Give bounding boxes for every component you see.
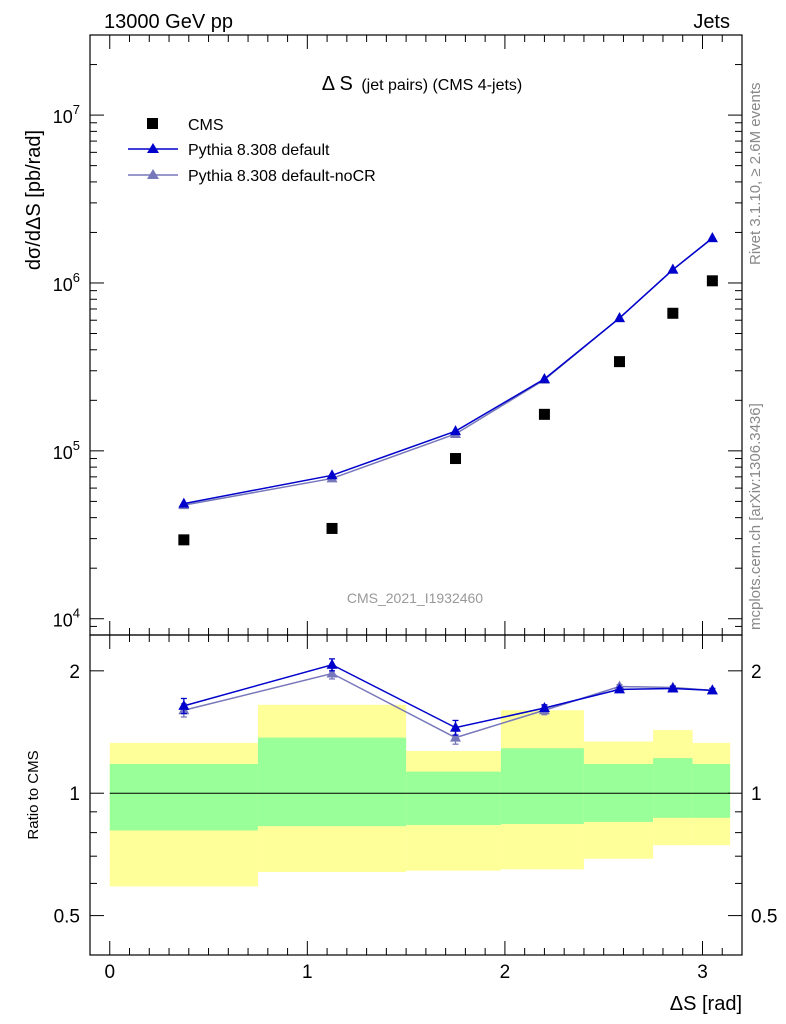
- ratio-default-point: [667, 682, 679, 693]
- main-ytick-label: 104: [53, 606, 80, 631]
- main-title-main: Δ S: [322, 73, 353, 95]
- x-tick-label: 0: [104, 962, 115, 983]
- uncertainty-band-inner: [500, 748, 584, 825]
- main-ytick-exponent: 4: [73, 606, 80, 621]
- legend: CMS Pythia 8.308 default Pythia 8.308 de…: [128, 117, 376, 185]
- ratio-default-point: [706, 684, 718, 695]
- legend-cms-label: CMS: [188, 117, 224, 134]
- main-default-point: [450, 425, 462, 436]
- cms-data-point: [614, 356, 626, 368]
- rivet-version-label: Rivet 3.1.10, ≥ 2.6M events: [747, 83, 764, 266]
- main-ytick-exponent: 5: [73, 438, 80, 453]
- main-ytick-mantissa: 10: [53, 275, 73, 295]
- main-default-point: [326, 469, 338, 480]
- ratio-default-point: [326, 658, 338, 669]
- x-tick-label: 1: [302, 962, 313, 983]
- main-plot-marks: [178, 232, 718, 546]
- header-right: Jets: [693, 11, 730, 33]
- ratio-ytick-label-left: 0.5: [54, 907, 80, 928]
- main-title: Δ S (jet pairs) (CMS 4-jets): [322, 73, 523, 95]
- main-title-sub: (jet pairs) (CMS 4-jets): [361, 77, 522, 94]
- ratio-nocr-point: [450, 731, 462, 742]
- ratio-ylabel: Ratio to CMS: [25, 750, 42, 839]
- main-default-point: [667, 263, 679, 274]
- cms-data-point: [178, 534, 190, 546]
- legend-default-marker: [147, 143, 159, 153]
- analysis-watermark: CMS_2021_I1932460: [347, 590, 483, 606]
- main-ytick-label: 107: [53, 102, 80, 127]
- main-default-point: [538, 372, 550, 383]
- main-ytick-label: 105: [53, 438, 80, 463]
- cms-data-point: [450, 453, 462, 465]
- ratio-ytick-label-right: 2: [751, 662, 762, 683]
- uncertainty-band-inner: [257, 737, 407, 827]
- cms-data-point: [538, 408, 550, 420]
- x-axis-label: ΔS [rad]: [670, 993, 742, 1015]
- ratio-plot-marks: [109, 658, 731, 794]
- legend-nocr-label: Pythia 8.308 default-noCR: [188, 168, 376, 185]
- main-default-point: [706, 232, 718, 243]
- ratio-plot-axes: 0.5 0.5 1 1 2 2 0 1 2 3: [54, 634, 777, 983]
- ratio-plot-bands: [109, 704, 731, 887]
- header-left: 13000 GeV pp: [104, 11, 233, 33]
- mcplots-label: mcplots.cern.ch [arXiv:1306.3436]: [747, 403, 764, 630]
- main-ytick-mantissa: 10: [53, 611, 73, 631]
- x-tick-label: 3: [697, 962, 708, 983]
- ratio-ytick-label-left: 2: [69, 662, 80, 683]
- main-ytick-mantissa: 10: [53, 443, 73, 463]
- legend-cms-marker: [147, 118, 158, 129]
- cms-data-point: [667, 307, 679, 319]
- main-ytick-label: 106: [53, 270, 80, 295]
- legend-nocr-marker: [147, 169, 159, 179]
- main-ytick-exponent: 6: [73, 270, 80, 285]
- uncertainty-band-inner: [406, 771, 501, 826]
- ratio-ytick-label-right: 1: [751, 784, 762, 805]
- ratio-default-point: [614, 683, 626, 694]
- legend-default-label: Pythia 8.308 default: [188, 142, 330, 159]
- ratio-nocr-point: [326, 667, 338, 678]
- main-default-line: [183, 237, 713, 505]
- uncertainty-band-inner: [109, 763, 258, 831]
- cms-data-point: [326, 522, 338, 534]
- cms-data-point: [706, 275, 718, 287]
- ratio-default-point: [178, 699, 190, 710]
- main-default-point: [178, 497, 190, 508]
- uncertainty-band-inner: [692, 763, 731, 818]
- ratio-ytick-label-right: 0.5: [751, 907, 777, 928]
- main-ylabel: dσ/dΔS [pb/rad]: [23, 130, 45, 270]
- main-nocr-line: [183, 237, 713, 506]
- main-ytick-exponent: 7: [73, 102, 80, 117]
- uncertainty-band-inner: [653, 758, 693, 818]
- ratio-default-point: [538, 702, 550, 713]
- main-default-point: [614, 312, 626, 323]
- main-ytick-mantissa: 10: [53, 107, 73, 127]
- ratio-plot-frame: [89, 634, 743, 956]
- ratio-ytick-label-left: 1: [69, 784, 80, 805]
- x-tick-label: 2: [500, 962, 511, 983]
- ratio-default-point: [450, 721, 462, 732]
